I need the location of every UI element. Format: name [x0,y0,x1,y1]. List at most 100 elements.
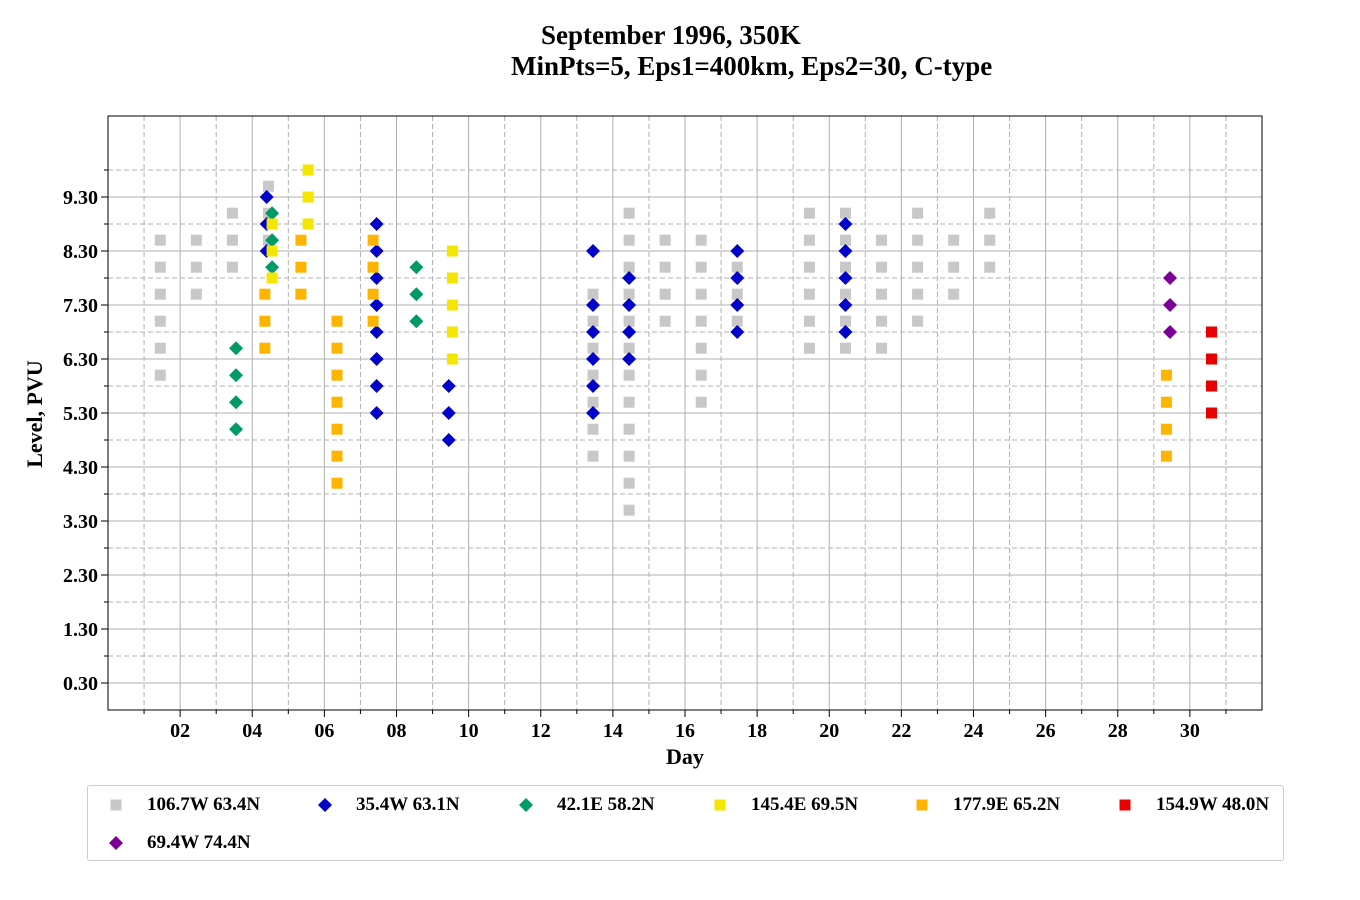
data-point [266,245,278,257]
data-point [839,315,851,327]
x-tick-label: 06 [314,720,334,742]
data-point [587,423,599,435]
data-point [623,450,635,462]
data-point [622,271,637,285]
data-point [441,379,456,393]
legend-entry: 177.9E 65.2N [911,794,1060,816]
data-point [622,352,637,366]
y-axis-label: Level, PVU [22,360,47,468]
data-point [441,433,456,447]
data-point [659,315,671,327]
data-point [154,234,166,246]
data-point [1160,450,1172,462]
y-tick-label: 4.30 [63,457,98,479]
x-tick-label: 20 [819,720,839,742]
data-point [229,341,244,356]
data-point [587,450,599,462]
data-point [984,207,996,219]
data-point [586,244,601,258]
data-point [331,396,343,408]
data-point [623,315,635,327]
x-tick-label: 12 [531,720,551,742]
data-point [948,261,960,273]
legend-swatch [110,799,122,811]
axes-layer: 02 04 06 08 10 12 14 16 18 20 22 24 26 28 30 0.30 1.30 2.… [63,115,1263,742]
data-point [839,288,851,300]
data-point [295,234,307,246]
data-point [331,477,343,489]
legend-marker-square [911,794,933,816]
data-point [190,234,202,246]
data-point [730,298,745,312]
data-point [369,244,384,258]
data-point [838,325,853,339]
data-point [367,315,379,327]
marks-layer [154,164,1218,516]
data-point [1206,380,1218,392]
data-point [1206,326,1218,338]
data-point [984,261,996,273]
data-point [587,315,599,327]
data-point [587,342,599,354]
legend-label: 35.4W 63.1N [356,794,460,815]
legend-marker-square [105,794,127,816]
data-point [1160,369,1172,381]
data-point [1163,271,1178,285]
data-point [190,261,202,273]
data-point [876,342,888,354]
data-point [587,396,599,408]
data-point [839,261,851,273]
data-point [912,288,924,300]
y-tick-label: 5.30 [63,403,98,425]
data-point [623,423,635,435]
data-point [302,164,314,176]
data-point [367,261,379,273]
data-point [876,315,888,327]
data-point [265,206,280,221]
data-point [803,342,815,354]
data-point [302,218,314,230]
legend-entry: 42.1E 58.2N [515,794,655,816]
chart-subtitle: MinPts=5, Eps1=400km, Eps2=30, C-type [511,51,993,81]
data-point [586,379,601,393]
legend-swatch [109,836,123,850]
data-point [259,288,271,300]
data-point [731,288,743,300]
data-point [369,352,384,366]
x-tick-label: 04 [242,720,262,742]
square-icon [916,799,928,811]
data-point [839,207,851,219]
data-point [331,450,343,462]
y-tick-label: 8.30 [63,241,98,263]
square-icon [714,799,726,811]
y-tick-label: 7.30 [63,295,98,317]
data-point [409,314,424,329]
diamond-icon [519,798,533,812]
data-point [367,288,379,300]
legend-entry: 106.7W 63.4N [105,794,260,816]
data-point [331,423,343,435]
data-point [623,288,635,300]
legend-swatch [318,798,332,812]
data-point [265,260,280,275]
x-tick-label: 26 [1036,720,1056,742]
data-point [876,234,888,246]
data-point [369,217,384,231]
legend: 106.7W 63.4N 35.4W 63.1N 42.1E 58.2N 145… [87,785,1284,861]
data-point [695,315,707,327]
data-point [695,288,707,300]
data-point [1163,298,1178,312]
x-tick-label: 16 [675,720,695,742]
data-point [369,379,384,393]
data-point [1160,396,1172,408]
legend-swatch [714,799,726,811]
square-icon [1119,799,1131,811]
y-tick-label: 0.30 [63,673,98,695]
data-point [695,234,707,246]
data-point [331,315,343,327]
data-point [259,315,271,327]
data-point [229,368,244,383]
data-point [803,261,815,273]
data-point [154,342,166,354]
